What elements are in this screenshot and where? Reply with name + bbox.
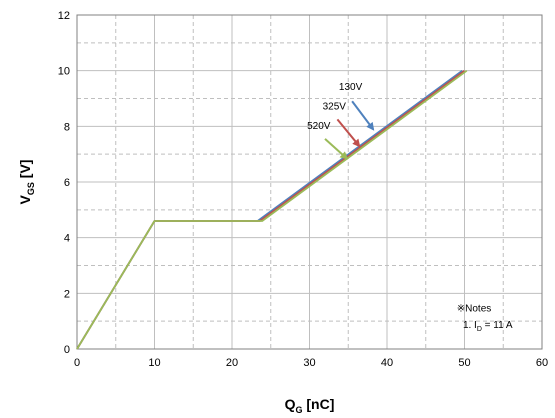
y-tick-label: 12: [58, 10, 70, 22]
y-tick-label: 10: [58, 66, 70, 78]
annotation-arrow-325v: [336, 118, 361, 148]
x-axis-label: QG [nC]: [285, 396, 335, 415]
axis-ticks: 0 10 20 30 40 50 60 0 2 4 6 8 10 12: [58, 10, 548, 369]
annotation-label-520v: 520V: [307, 121, 331, 132]
x-tick-label: 10: [148, 357, 160, 369]
annotation-arrow-520v: [324, 138, 349, 160]
x-tick-label: 0: [74, 357, 80, 369]
y-tick-label: 0: [64, 344, 70, 356]
annotation-label-325v: 325V: [323, 102, 347, 113]
y-axis-label: VGS [V]: [17, 160, 36, 205]
x-tick-label: 20: [226, 357, 238, 369]
annotation-arrow-130v: [351, 100, 375, 131]
series-line-520v: [76, 69, 468, 350]
grid: [77, 15, 542, 349]
notes-box: ※Notes 1. ID = 11 A: [457, 303, 513, 333]
y-tick-label: 8: [64, 121, 70, 133]
y-tick-label: 6: [64, 177, 70, 189]
y-tick-label: 4: [64, 233, 70, 245]
x-tick-label: 60: [536, 357, 548, 369]
notes-current: 1. ID = 11 A: [463, 320, 513, 333]
annotation-label-130v: 130V: [339, 82, 363, 93]
series-annotations: 130V 325V 520V: [307, 82, 375, 160]
plot-frame: [76, 14, 543, 350]
x-tick-label: 30: [303, 357, 315, 369]
x-tick-label: 50: [458, 357, 470, 369]
notes-title: ※Notes: [457, 303, 492, 314]
y-tick-label: 2: [64, 288, 70, 300]
x-tick-label: 40: [381, 357, 393, 369]
